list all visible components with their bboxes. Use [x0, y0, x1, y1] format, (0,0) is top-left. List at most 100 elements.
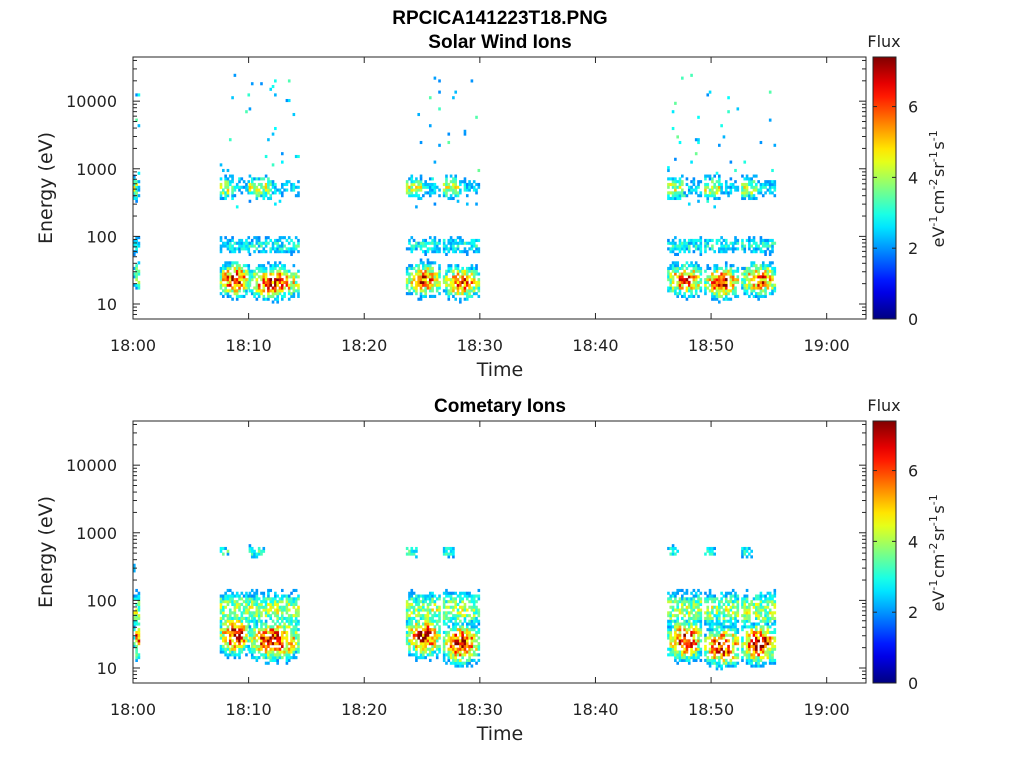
heatmap-cell — [456, 292, 460, 296]
heatmap-cell — [456, 194, 460, 198]
heatmap-cell — [743, 280, 747, 284]
heatmap-cell — [438, 630, 441, 634]
heatmap-cell — [768, 630, 772, 634]
heatmap-cell — [285, 633, 289, 637]
heatmap-cell — [470, 269, 474, 273]
heatmap-cell — [424, 608, 427, 612]
heatmap-cell — [683, 614, 686, 618]
heatmap-cell — [472, 272, 476, 276]
heatmap-cell — [766, 619, 770, 623]
heatmap-cell — [255, 622, 259, 626]
heatmap-cell — [704, 289, 707, 293]
heatmap-cell — [280, 294, 284, 298]
heatmap-cell — [736, 608, 740, 612]
heatmap-cell — [743, 275, 747, 279]
heatmap-cell — [417, 188, 421, 192]
heatmap-cell — [465, 622, 469, 626]
heatmap-cell — [736, 628, 740, 632]
heatmap-cell — [678, 630, 682, 634]
heatmap-cell — [419, 605, 423, 609]
heatmap-cell — [699, 272, 703, 276]
heatmap-cell — [755, 630, 758, 634]
heatmap-cell — [699, 608, 703, 612]
heatmap-cell — [771, 261, 774, 265]
heatmap-cell — [419, 630, 423, 634]
heatmap-cell — [456, 611, 460, 615]
heatmap-cell — [722, 191, 726, 195]
heatmap-cell — [412, 636, 416, 640]
heatmap-cell — [426, 653, 430, 657]
heatmap-cell — [711, 238, 714, 243]
heatmap-cell — [428, 261, 432, 265]
heatmap-cell — [720, 247, 723, 251]
heatmap-cell — [687, 238, 691, 243]
heatmap-cell — [475, 266, 478, 270]
heatmap-cell — [734, 292, 737, 296]
heatmap-cell — [137, 614, 141, 618]
heatmap-cell — [676, 264, 679, 268]
heatmap-cell — [676, 605, 679, 609]
heatmap-cell — [687, 275, 691, 279]
heatmap-cell — [255, 633, 259, 637]
heatmap-cell — [294, 647, 298, 651]
heatmap-cell — [766, 622, 770, 626]
heatmap-cell — [736, 107, 740, 111]
heatmap-cell — [470, 280, 474, 284]
heatmap-cell — [438, 250, 441, 254]
heatmap-cell — [748, 180, 751, 184]
heatmap-cell — [452, 639, 455, 643]
heatmap-cell — [468, 188, 471, 192]
heatmap-cell — [757, 597, 760, 601]
heatmap-cell — [681, 191, 684, 195]
panel-title: Solar Wind Ions — [428, 32, 571, 53]
heatmap-cell — [718, 180, 721, 184]
heatmap-cell — [231, 236, 234, 240]
heatmap-cell — [428, 294, 432, 298]
heatmap-cell — [271, 653, 275, 657]
heatmap-cell — [768, 656, 772, 660]
heatmap-cell — [685, 182, 689, 187]
heatmap-cell — [269, 269, 273, 273]
heatmap-cell — [415, 292, 418, 296]
heatmap-cell — [475, 608, 478, 612]
heatmap-cell — [253, 269, 256, 273]
heatmap-cell — [671, 110, 675, 114]
heatmap-cell — [426, 250, 430, 254]
heatmap-cell — [408, 633, 411, 637]
heatmap-cell — [231, 185, 234, 189]
heatmap-cell — [452, 647, 455, 651]
heatmap-cell — [699, 278, 703, 282]
heatmap-cell — [447, 140, 451, 145]
heatmap-cell — [219, 244, 223, 248]
heatmap-cell — [720, 653, 723, 657]
heatmap-cell — [419, 188, 423, 192]
heatmap-cell — [262, 642, 266, 646]
heatmap-cell — [699, 658, 703, 662]
heatmap-cell — [727, 653, 730, 657]
heatmap-cell — [692, 266, 696, 270]
heatmap-cell — [412, 289, 416, 293]
heatmap-cell — [708, 594, 712, 598]
heatmap-cell — [452, 278, 455, 282]
heatmap-cell — [242, 628, 246, 632]
heatmap-cell — [238, 647, 241, 651]
heatmap-cell — [761, 636, 765, 640]
heatmap-cell — [741, 238, 744, 243]
heatmap-cell — [415, 283, 418, 287]
heatmap-cell — [405, 622, 409, 626]
heatmap-cell — [734, 597, 737, 601]
heatmap-cell — [280, 614, 284, 618]
heatmap-cell — [419, 647, 423, 651]
heatmap-cell — [422, 605, 425, 609]
heatmap-cell — [412, 194, 416, 198]
heatmap-cell — [226, 185, 230, 189]
heatmap-cell — [764, 286, 767, 290]
heatmap-cell — [428, 647, 432, 651]
heatmap-cell — [415, 633, 418, 637]
heatmap-cell — [297, 642, 300, 646]
heatmap-cell — [137, 261, 141, 265]
heatmap-cell — [248, 639, 252, 643]
heatmap-cell — [297, 633, 300, 637]
heatmap-cell — [280, 297, 284, 301]
heatmap-cell — [276, 630, 279, 634]
